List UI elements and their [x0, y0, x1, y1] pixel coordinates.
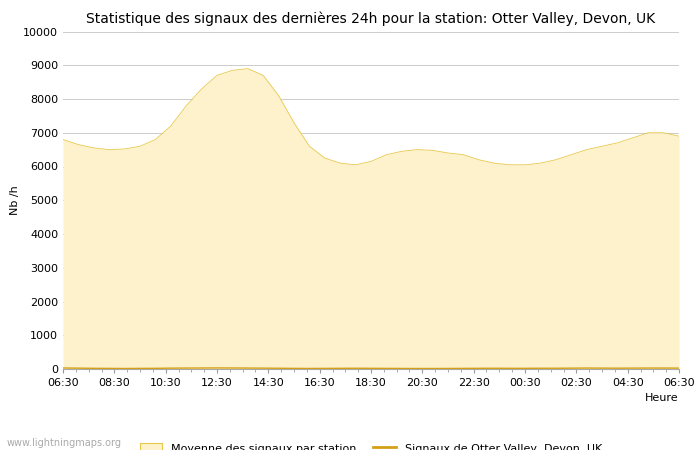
- Text: Heure: Heure: [645, 392, 679, 403]
- Title: Statistique des signaux des dernières 24h pour la station: Otter Valley, Devon, : Statistique des signaux des dernières 24…: [86, 12, 656, 26]
- Y-axis label: Nb /h: Nb /h: [10, 185, 20, 215]
- Text: www.lightningmaps.org: www.lightningmaps.org: [7, 438, 122, 448]
- Legend: Moyenne des signaux par station, Signaux de Otter Valley, Devon, UK: Moyenne des signaux par station, Signaux…: [136, 438, 606, 450]
